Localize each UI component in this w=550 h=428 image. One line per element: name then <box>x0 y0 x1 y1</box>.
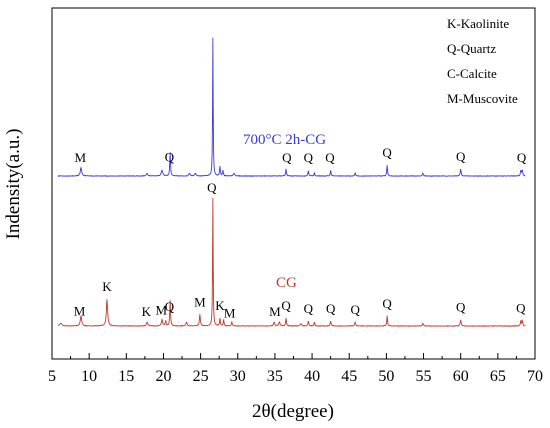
peak-label: Q <box>456 149 466 164</box>
x-axis-ticks: 5 10 15 20 25 30 35 40 45 50 55 60 65 70 <box>48 353 543 385</box>
x-tick-label: 25 <box>193 368 209 385</box>
peak-label: Q <box>326 301 336 316</box>
series-label-700c-2h-cg: 700°C 2h-CG <box>243 132 326 148</box>
legend-entry: C-Calcite <box>447 66 497 81</box>
peak-label: Q <box>350 302 360 317</box>
series-line-1 <box>57 197 526 327</box>
peak-label: K <box>215 298 225 313</box>
peak-label: M <box>74 150 86 165</box>
legend-entry: K-Kaolinite <box>447 16 509 31</box>
peak-label: Q <box>456 300 466 315</box>
peak-label: Q <box>517 150 527 165</box>
x-tick-label: 35 <box>267 368 283 385</box>
series-label-cg: CG <box>276 275 297 291</box>
x-tick-label: 70 <box>527 368 543 385</box>
legend-entry: M-Muscovite <box>447 91 518 106</box>
peak-label: Q <box>304 301 314 316</box>
peak-label: M <box>224 306 236 321</box>
x-tick-label: 45 <box>341 368 357 385</box>
peak-label: Q <box>382 145 392 160</box>
y-axis-label: Indensity(a.u.) <box>3 129 24 240</box>
peak-label: M <box>155 303 167 318</box>
peak-label: Q <box>382 296 392 311</box>
peak-label: K <box>102 279 112 294</box>
legend-entry: Q-Quartz <box>447 41 496 56</box>
x-tick-label: 40 <box>304 368 320 385</box>
peak-label: M <box>74 304 86 319</box>
legend: K-Kaolinite Q-Quartz C-Calcite M-Muscovite <box>447 16 518 106</box>
peak-label: M <box>269 304 281 319</box>
peak-label: M <box>194 294 206 309</box>
x-tick-label: 5 <box>48 368 56 385</box>
x-tick-label: 20 <box>155 368 171 385</box>
series-line-0 <box>57 37 526 178</box>
peak-label: Q <box>207 180 217 195</box>
x-tick-label: 65 <box>490 368 506 385</box>
x-tick-label: 30 <box>230 368 246 385</box>
peak-label: Q <box>165 150 175 165</box>
peak-label: Q <box>281 298 291 313</box>
peak-label: Q <box>325 150 335 165</box>
x-tick-label: 10 <box>81 368 97 385</box>
peak-label: Q <box>165 299 175 314</box>
peak-label: Q <box>304 150 314 165</box>
peak-label: K <box>142 304 152 319</box>
peak-label: Q <box>282 150 292 165</box>
x-axis-label: 2θ(degree) <box>252 401 334 422</box>
series-layer <box>57 37 526 327</box>
x-tick-label: 50 <box>378 368 394 385</box>
x-tick-label: 15 <box>118 368 134 385</box>
x-tick-label: 60 <box>453 368 469 385</box>
x-tick-label: 55 <box>416 368 432 385</box>
peak-label: Q <box>516 300 526 315</box>
